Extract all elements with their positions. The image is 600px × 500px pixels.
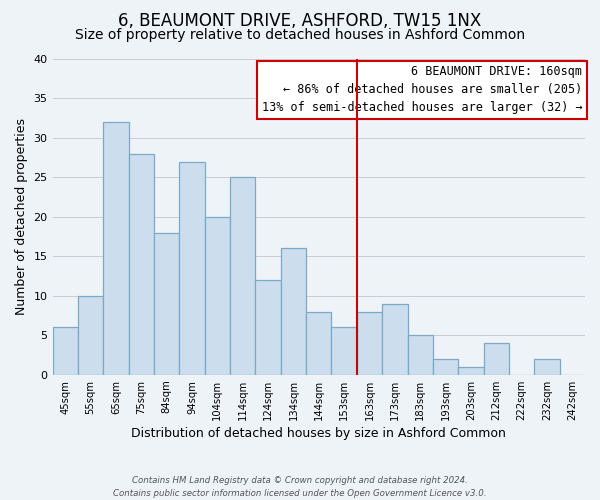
Bar	[357, 312, 382, 375]
Bar	[256, 280, 281, 375]
Bar	[103, 122, 128, 375]
Bar	[458, 367, 484, 375]
Text: Size of property relative to detached houses in Ashford Common: Size of property relative to detached ho…	[75, 28, 525, 42]
Bar	[382, 304, 407, 375]
Text: 6 BEAUMONT DRIVE: 160sqm
← 86% of detached houses are smaller (205)
13% of semi-: 6 BEAUMONT DRIVE: 160sqm ← 86% of detach…	[262, 66, 583, 114]
X-axis label: Distribution of detached houses by size in Ashford Common: Distribution of detached houses by size …	[131, 427, 506, 440]
Bar	[433, 359, 458, 375]
Bar	[78, 296, 103, 375]
Text: Contains HM Land Registry data © Crown copyright and database right 2024.
Contai: Contains HM Land Registry data © Crown c…	[113, 476, 487, 498]
Text: 6, BEAUMONT DRIVE, ASHFORD, TW15 1NX: 6, BEAUMONT DRIVE, ASHFORD, TW15 1NX	[118, 12, 482, 30]
Bar	[230, 178, 256, 375]
Bar	[407, 336, 433, 375]
Bar	[53, 328, 78, 375]
Bar	[128, 154, 154, 375]
Bar	[154, 232, 179, 375]
Bar	[281, 248, 306, 375]
Bar	[484, 343, 509, 375]
Bar	[331, 328, 357, 375]
Y-axis label: Number of detached properties: Number of detached properties	[15, 118, 28, 316]
Bar	[306, 312, 331, 375]
Bar	[179, 162, 205, 375]
Bar	[205, 217, 230, 375]
Bar	[534, 359, 560, 375]
